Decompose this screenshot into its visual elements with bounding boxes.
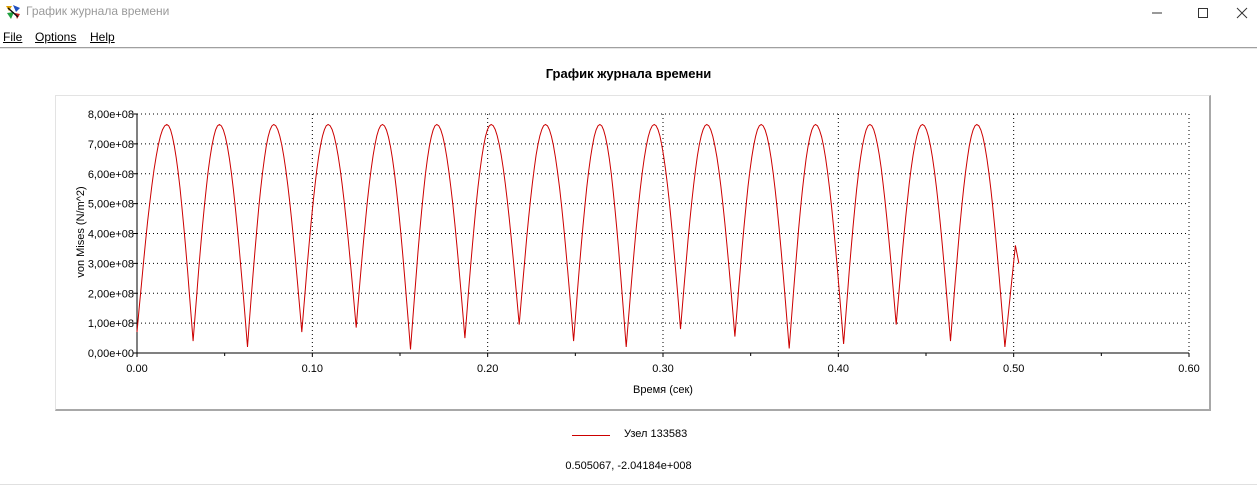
x-tick-label: 0.40 xyxy=(828,363,849,375)
y-tick-label: 6,00e+08 xyxy=(88,169,134,181)
window-title: График журнала времени xyxy=(26,4,170,18)
minimize-button[interactable] xyxy=(1134,0,1180,26)
x-axis-label: Время (сек) xyxy=(633,384,693,396)
series-line xyxy=(136,123,1020,350)
y-tick-label: 2,00e+08 xyxy=(88,288,134,300)
y-tick-label: 4,00e+08 xyxy=(88,229,134,241)
menu-file[interactable]: File xyxy=(3,30,22,44)
menu-bar: File Options Help xyxy=(0,28,1257,46)
menu-divider xyxy=(0,47,1257,48)
menu-help[interactable]: Help xyxy=(90,30,115,44)
close-icon xyxy=(1236,7,1247,19)
y-tick-label: 0,00e+00 xyxy=(88,348,134,360)
minimize-icon xyxy=(1152,12,1162,14)
chart-title: График журнала времени xyxy=(545,66,712,81)
menu-options[interactable]: Options xyxy=(35,30,76,44)
y-tick-label: 3,00e+08 xyxy=(88,258,134,270)
y-tick-label: 1,00e+08 xyxy=(88,318,134,330)
y-tick-label: 5,00e+08 xyxy=(88,199,134,211)
x-tick-label: 0.50 xyxy=(1003,363,1024,375)
legend-label: Узел 133583 xyxy=(624,428,688,440)
x-tick-label: 0.30 xyxy=(652,363,673,375)
x-tick-label: 0.20 xyxy=(477,363,498,375)
app-icon xyxy=(5,4,21,20)
maximize-icon xyxy=(1198,8,1208,18)
x-tick-label: 0.00 xyxy=(126,363,147,375)
menu-help-label: Help xyxy=(90,30,115,44)
title-bar: График журнала времени xyxy=(0,0,1257,26)
menu-file-label: File xyxy=(3,30,23,44)
series xyxy=(136,123,1020,350)
legend-swatch xyxy=(572,435,610,436)
menu-options-label: Options xyxy=(35,30,77,44)
menu-divider-shadow xyxy=(0,48,1257,49)
x-tick-label: 0.10 xyxy=(302,363,323,375)
close-button[interactable] xyxy=(1226,0,1257,26)
maximize-button[interactable] xyxy=(1180,0,1226,26)
bottom-border xyxy=(0,484,1257,485)
cursor-coordinate-readout: 0.505067, -2.04184e+008 xyxy=(565,460,692,472)
plot-frame xyxy=(55,95,1211,411)
axes: 0,00e+00 1,00e+08 2,00e+08 3,00e+08 4,00e+08… xyxy=(88,109,1200,375)
y-tick-label: 7,00e+08 xyxy=(88,139,134,151)
y-axis-label: von Mises (N/m^2) xyxy=(75,186,87,277)
x-tick-label: 0.60 xyxy=(1178,363,1199,375)
y-tick-label: 8,00e+08 xyxy=(88,109,134,121)
